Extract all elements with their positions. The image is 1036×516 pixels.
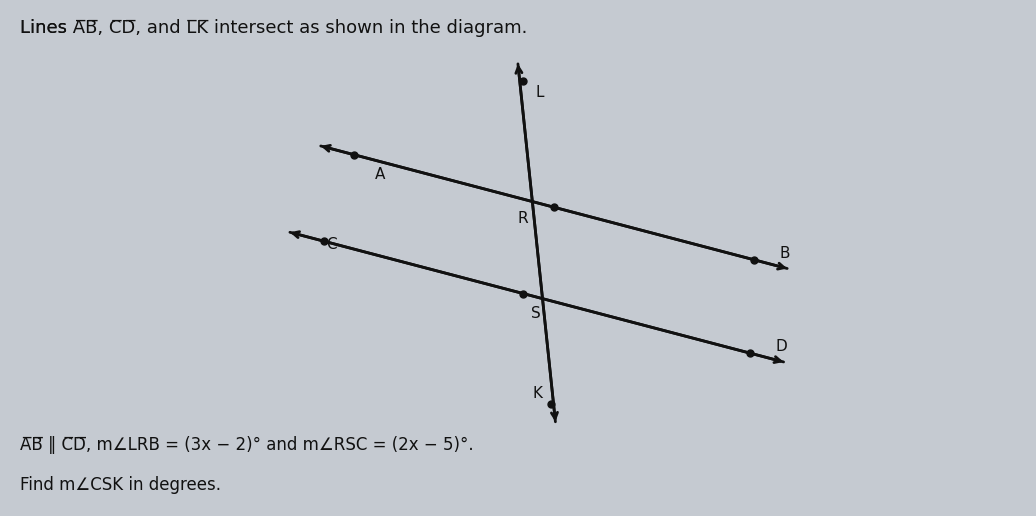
Text: S: S bbox=[530, 306, 541, 321]
Text: Lines: Lines bbox=[20, 20, 73, 37]
Text: Find m∠CSK in degrees.: Find m∠CSK in degrees. bbox=[20, 476, 221, 494]
Text: A: A bbox=[375, 168, 385, 183]
Text: R: R bbox=[518, 211, 528, 226]
Text: L: L bbox=[536, 85, 544, 100]
Text: Lines A̅B̅, C̅D̅, and L̅K̅ intersect as shown in the diagram.: Lines A̅B̅, C̅D̅, and L̅K̅ intersect as … bbox=[20, 20, 527, 37]
Text: D: D bbox=[776, 340, 787, 354]
Text: K: K bbox=[533, 385, 543, 400]
Text: C: C bbox=[325, 237, 337, 252]
Text: A̅B̅ ‖ C̅D̅, m∠LRB = (3x − 2)° and m∠RSC = (2x − 5)°.: A̅B̅ ‖ C̅D̅, m∠LRB = (3x − 2)° and m∠RSC… bbox=[20, 436, 473, 454]
Text: B: B bbox=[779, 246, 789, 261]
